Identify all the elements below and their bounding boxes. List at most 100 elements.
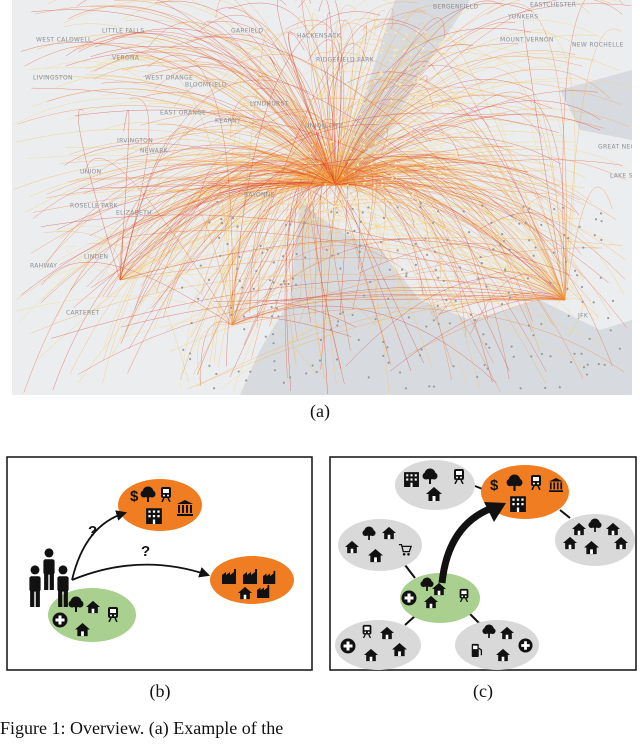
map-label: RIDGEFIELD PARK: [316, 57, 375, 64]
flow: [145, 153, 336, 251]
flow: [327, 22, 384, 186]
pickup-point: [236, 225, 239, 228]
pickup-point: [387, 361, 390, 364]
pickup-point: [458, 266, 462, 269]
pickup-point: [329, 141, 332, 144]
pickup-point: [359, 142, 362, 145]
pickup-point: [323, 146, 326, 149]
flow: [334, 148, 546, 186]
flow: [44, 231, 121, 281]
flow: [217, 142, 566, 301]
pickup-point: [407, 149, 410, 152]
node: [455, 620, 539, 670]
pickup-point: [336, 137, 339, 140]
pickup-point: [346, 183, 349, 186]
flow: [326, 163, 344, 259]
map-label: BERGENFIELD: [433, 4, 478, 11]
pickup-point: [599, 212, 603, 215]
pickup-point: [451, 106, 454, 109]
pickup-point: [181, 286, 184, 289]
flow: [564, 293, 599, 319]
flow: [168, 124, 336, 186]
pickup-point: [367, 66, 370, 69]
pickup-point: [462, 33, 465, 36]
pickup-point: [255, 269, 258, 273]
flow: [334, 184, 466, 284]
sound: [560, 70, 632, 140]
pickup-point: [438, 175, 441, 178]
pickup-point: [428, 385, 431, 388]
pickup-point: [379, 240, 383, 244]
pickup-point: [471, 98, 474, 101]
flow: [20, 184, 336, 296]
pickup-point: [382, 72, 385, 75]
flow: [130, 129, 336, 186]
pickup-point: [372, 198, 375, 201]
pickup-point: [390, 100, 393, 103]
pickup-point: [419, 205, 422, 209]
pickup-point: [442, 105, 445, 108]
flow: [470, 274, 566, 335]
pickup-point: [607, 317, 610, 320]
pickup-point: [384, 199, 387, 202]
pickup-point: [500, 303, 504, 306]
flow: [56, 76, 336, 186]
pickup-point: [208, 221, 211, 224]
flow: [334, 22, 426, 186]
flow: [194, 36, 566, 301]
pickup-point: [357, 338, 360, 341]
pickup-point: [439, 172, 442, 175]
pickup-point: [384, 89, 387, 92]
pickup-point: [592, 301, 595, 304]
pickup-point: [573, 352, 576, 355]
flow: [375, 23, 566, 301]
pickup-point: [510, 214, 513, 218]
pickup-point: [360, 199, 363, 202]
pickup-point: [448, 322, 451, 325]
pickup-point: [335, 121, 338, 124]
pickup-point: [518, 222, 521, 225]
pickup-point: [433, 141, 436, 144]
flow: [231, 85, 438, 326]
pickup-point: [363, 74, 366, 77]
flow: [222, 39, 336, 186]
pickup-point: [362, 182, 365, 185]
pickup-point: [455, 150, 458, 153]
map-label: EAST ORANGE: [160, 110, 206, 117]
pickup-point: [488, 346, 491, 349]
pickup-point: [528, 207, 531, 210]
pickup-point: [389, 59, 392, 62]
flow: [119, 273, 588, 369]
pickup-point: [586, 363, 589, 366]
pickup-point: [360, 76, 363, 79]
flow: [122, 60, 336, 186]
map-label: BLOOMFIELD: [185, 82, 227, 89]
flow: [334, 9, 426, 186]
pickup-point: [281, 255, 285, 258]
flow: [30, 274, 566, 334]
flow: [231, 295, 534, 326]
pickup-point: [282, 280, 286, 283]
flow: [231, 44, 474, 326]
pickup-point: [330, 254, 334, 257]
pickup-point: [328, 228, 331, 231]
flow: [17, 105, 566, 301]
question-mark: ?: [141, 543, 150, 560]
pickup-point: [393, 54, 396, 57]
pickup-point: [292, 201, 295, 204]
flow: [119, 238, 573, 281]
pickup-point: [430, 208, 433, 211]
pickup-point: [564, 260, 567, 263]
destination-node: [118, 479, 202, 531]
flow: [334, 28, 532, 186]
flow: [334, 91, 487, 186]
flow: [334, 19, 609, 186]
flow: [312, 201, 566, 301]
pickup-point: [440, 146, 443, 149]
pickup-point: [291, 277, 295, 280]
flow: [334, 50, 576, 186]
pickup-point: [349, 201, 352, 204]
flow: [334, 157, 564, 292]
pickup-point: [362, 135, 365, 138]
flow: [231, 245, 409, 326]
